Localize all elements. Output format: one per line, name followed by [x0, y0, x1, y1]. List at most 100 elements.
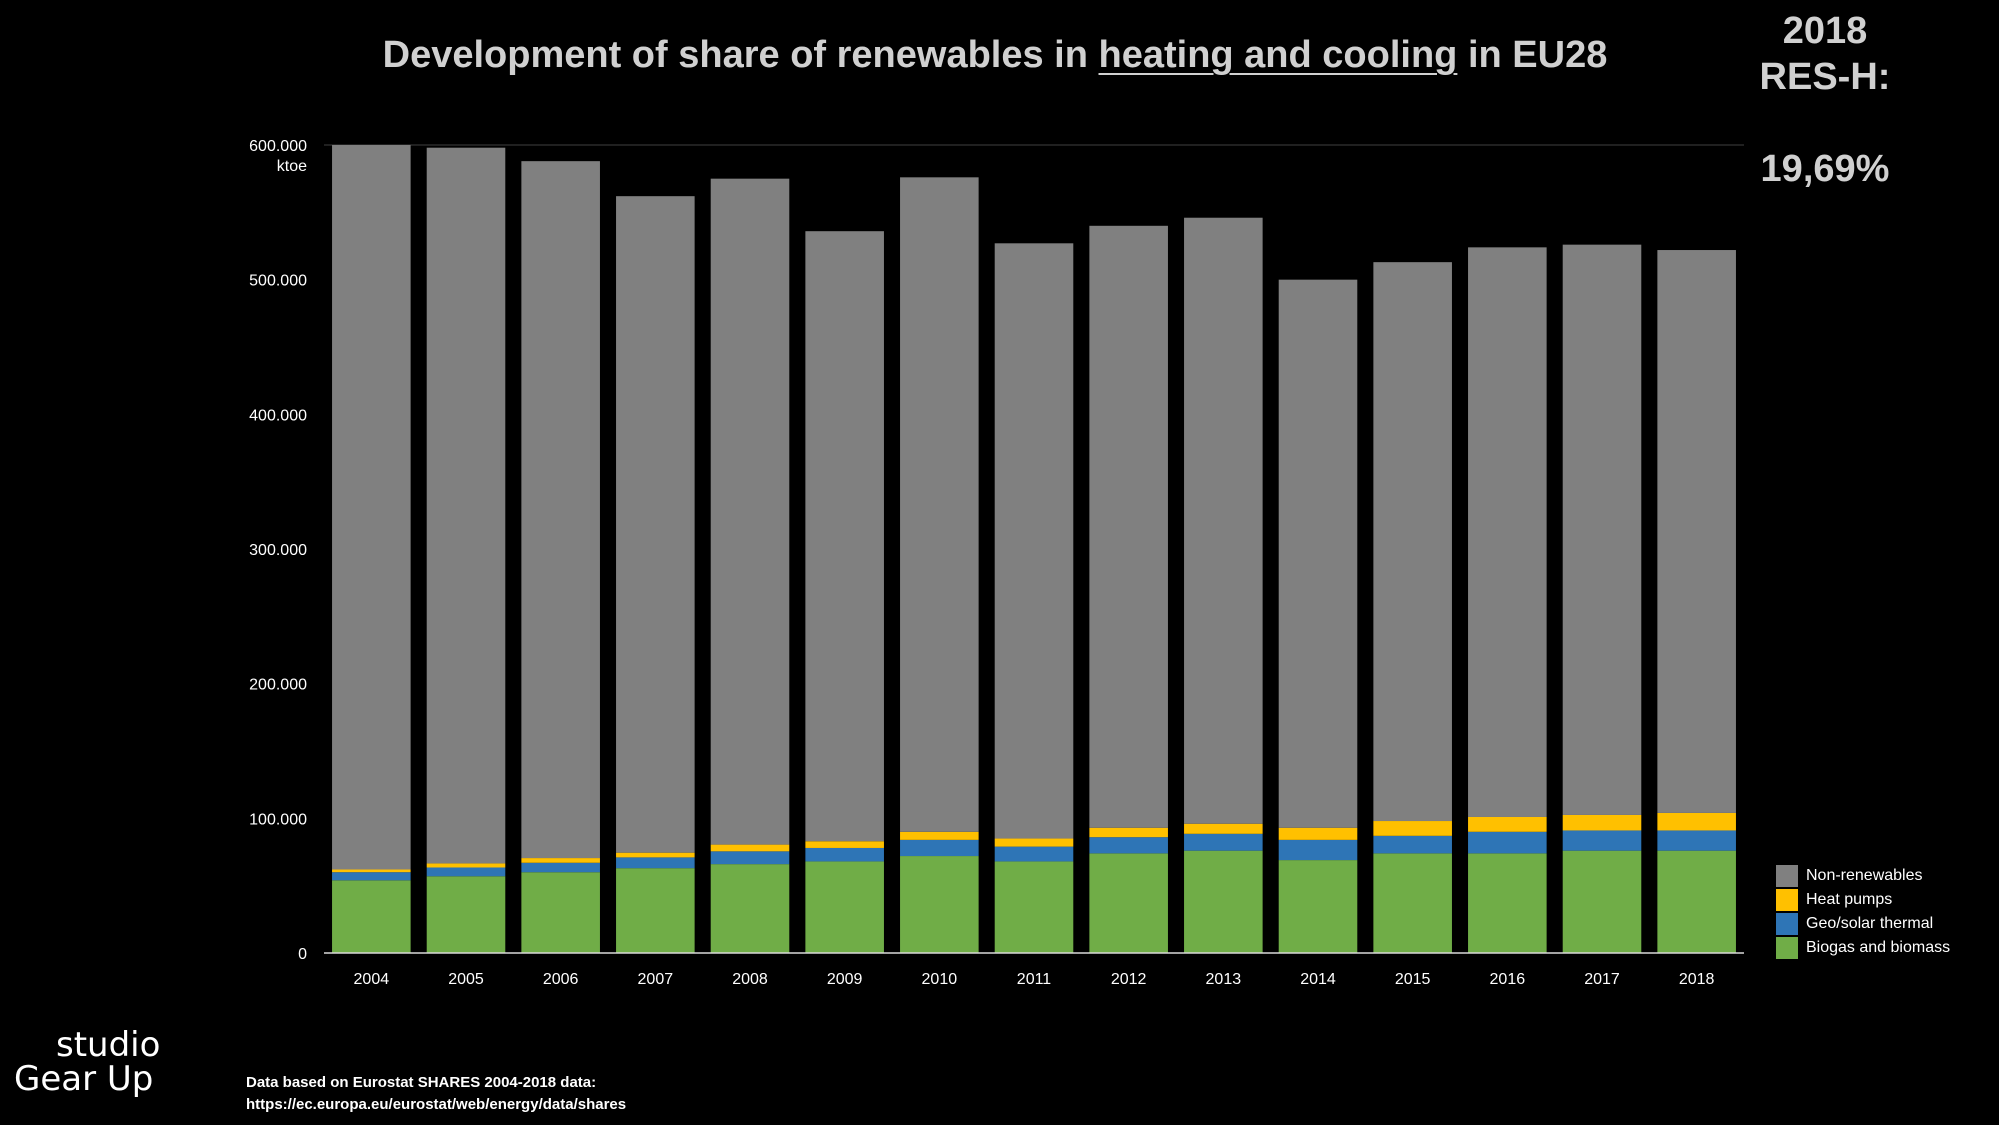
- chart-legend: Non-renewables Heat pumps Geo/solar therma…: [1776, 864, 1950, 960]
- bar-geo-solar-thermal-2004: [332, 872, 411, 881]
- bar-non-renewables-2012: [1089, 225, 1168, 828]
- bar-biogas-and-biomass-2004: [332, 880, 411, 953]
- bar-geo-solar-thermal-2014: [1278, 839, 1358, 861]
- x-tick-label: 2007: [638, 971, 674, 988]
- legend-label: Geo/solar thermal: [1806, 915, 1934, 932]
- bar-biogas-and-biomass-2010: [900, 856, 979, 953]
- x-tick-label: 2005: [448, 971, 484, 988]
- bar-geo-solar-thermal-2008: [710, 851, 790, 865]
- chart-title: Development of share of renewables in he…: [300, 34, 1690, 77]
- y-tick-label: 100.000: [249, 811, 307, 828]
- bar-biogas-and-biomass-2018: [1657, 850, 1736, 953]
- bar-biogas-and-biomass-2015: [1373, 853, 1452, 953]
- bar-heat-pumps-2013: [1184, 823, 1263, 834]
- legend-item: Heat pumps: [1776, 888, 1950, 912]
- bar-geo-solar-thermal-2017: [1562, 830, 1642, 851]
- y-tick-label: 600.000: [249, 138, 307, 155]
- bar-non-renewables-2009: [805, 231, 884, 842]
- legend-label: Heat pumps: [1806, 891, 1893, 908]
- res-year: 2018: [1782, 10, 1868, 52]
- bar-non-renewables-2010: [900, 177, 979, 832]
- res-label: RES-H:: [1759, 56, 1891, 98]
- x-tick-label: 2004: [354, 971, 390, 988]
- data-source-note: Data based on Eurostat SHARES 2004-2018 …: [246, 1072, 626, 1116]
- bar-biogas-and-biomass-2009: [805, 861, 884, 953]
- bar-geo-solar-thermal-2015: [1373, 835, 1452, 854]
- legend-swatch: [1776, 865, 1798, 887]
- y-tick-label: 0: [298, 946, 307, 963]
- bar-heat-pumps-2004: [332, 869, 411, 873]
- source-line1: Data based on Eurostat SHARES 2004-2018 …: [246, 1074, 597, 1091]
- logo-line1: studio: [56, 1025, 161, 1065]
- studio-gear-up-logo: studio Gear Up: [14, 1028, 160, 1096]
- x-tick-label: 2017: [1584, 971, 1620, 988]
- title-prefix: Development of share of renewables in: [382, 34, 1099, 76]
- y-tick-label: 500.000: [249, 273, 307, 290]
- x-tick-label: 2018: [1679, 971, 1715, 988]
- bar-geo-solar-thermal-2016: [1468, 831, 1547, 854]
- x-tick-label: 2010: [922, 971, 958, 988]
- bar-biogas-and-biomass-2017: [1562, 850, 1642, 953]
- bar-geo-solar-thermal-2010: [900, 839, 979, 857]
- logo-line2: Gear Up: [14, 1059, 154, 1099]
- bar-non-renewables-2015: [1373, 262, 1452, 822]
- bar-heat-pumps-2012: [1089, 827, 1168, 838]
- legend-swatch: [1776, 913, 1798, 935]
- bar-heat-pumps-2010: [900, 831, 979, 840]
- bar-biogas-and-biomass-2012: [1089, 853, 1168, 953]
- bar-geo-solar-thermal-2006: [521, 862, 600, 873]
- bar-non-renewables-2005: [426, 147, 506, 864]
- bar-non-renewables-2011: [994, 243, 1074, 839]
- title-underlined: heating and cooling: [1098, 34, 1458, 76]
- x-tick-label: 2006: [543, 971, 579, 988]
- bar-biogas-and-biomass-2006: [521, 872, 600, 953]
- legend-swatch: [1776, 889, 1798, 911]
- bar-geo-solar-thermal-2011: [994, 846, 1074, 862]
- bar-non-renewables-2014: [1278, 279, 1358, 828]
- y-unit-label: ktoe: [277, 158, 307, 175]
- bar-heat-pumps-2007: [616, 852, 695, 858]
- bar-geo-solar-thermal-2007: [616, 857, 695, 869]
- bar-geo-solar-thermal-2018: [1657, 830, 1736, 851]
- x-tick-label: 2008: [732, 971, 768, 988]
- bar-biogas-and-biomass-2011: [994, 861, 1074, 953]
- bar-geo-solar-thermal-2012: [1089, 837, 1168, 854]
- bar-non-renewables-2007: [616, 196, 695, 853]
- bar-heat-pumps-2018: [1657, 812, 1736, 831]
- res-h-callout: 2018 RES-H: 19,69%: [1695, 8, 1955, 192]
- bar-biogas-and-biomass-2005: [426, 876, 506, 953]
- legend-label: Biogas and biomass: [1806, 939, 1951, 956]
- x-tick-label: 2009: [827, 971, 863, 988]
- bar-geo-solar-thermal-2009: [805, 847, 884, 862]
- bar-biogas-and-biomass-2014: [1278, 860, 1358, 953]
- y-tick-label: 200.000: [249, 677, 307, 694]
- bar-non-renewables-2013: [1184, 217, 1263, 824]
- source-url: https://ec.europa.eu/eurostat/web/energy…: [246, 1096, 627, 1113]
- legend-item: Biogas and biomass: [1776, 936, 1950, 960]
- bar-heat-pumps-2009: [805, 841, 884, 848]
- x-tick-label: 2012: [1111, 971, 1147, 988]
- bar-heat-pumps-2006: [521, 858, 600, 863]
- bar-biogas-and-biomass-2008: [710, 864, 790, 953]
- bar-geo-solar-thermal-2005: [426, 867, 506, 877]
- legend-swatch: [1776, 937, 1798, 959]
- legend-label: Non-renewables: [1806, 867, 1923, 884]
- x-tick-label: 2014: [1300, 971, 1336, 988]
- bar-biogas-and-biomass-2013: [1184, 850, 1263, 953]
- x-tick-label: 2016: [1490, 971, 1526, 988]
- title-suffix: in EU28: [1457, 34, 1608, 76]
- bar-heat-pumps-2015: [1373, 821, 1452, 836]
- bar-heat-pumps-2016: [1468, 816, 1547, 832]
- bar-geo-solar-thermal-2013: [1184, 833, 1263, 851]
- bar-heat-pumps-2008: [710, 844, 790, 852]
- bar-non-renewables-2006: [521, 161, 600, 859]
- bar-heat-pumps-2014: [1278, 827, 1358, 840]
- bar-non-renewables-2004: [332, 145, 411, 870]
- y-tick-label: 300.000: [249, 542, 307, 559]
- bar-non-renewables-2018: [1657, 250, 1736, 813]
- bar-non-renewables-2017: [1562, 244, 1642, 815]
- bar-heat-pumps-2005: [426, 863, 506, 868]
- legend-item: Non-renewables: [1776, 864, 1950, 888]
- x-tick-label: 2011: [1017, 971, 1052, 988]
